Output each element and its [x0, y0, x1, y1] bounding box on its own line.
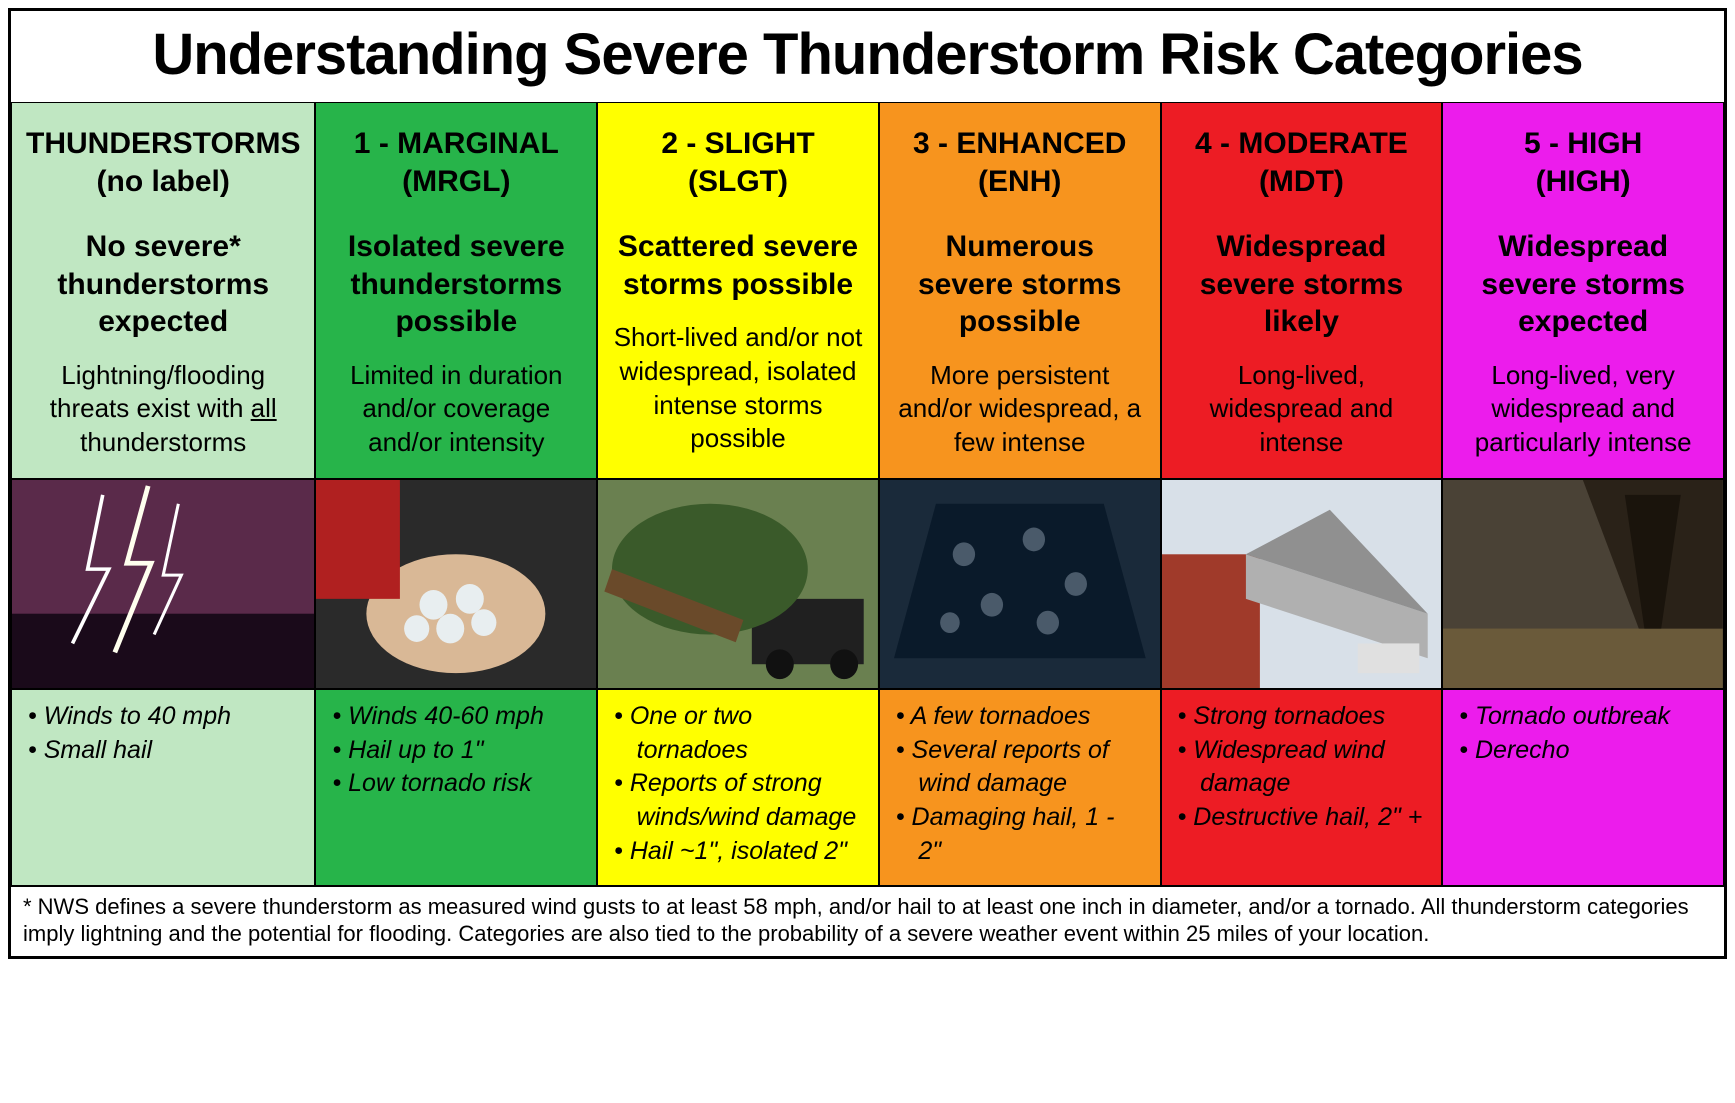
- lightning-icon: [12, 480, 314, 688]
- category-header: 5 - HIGH (HIGH): [1457, 113, 1709, 200]
- category-image-1: [315, 479, 597, 689]
- footnote: * NWS defines a severe thunderstorm as m…: [11, 886, 1724, 956]
- bullet-item: • Several reports of wind damage: [896, 734, 1144, 802]
- header-line1: 4 - MODERATE: [1195, 127, 1408, 160]
- bullet-item: • One or two tornadoes: [614, 700, 862, 768]
- header-line2: (MRGL): [330, 163, 582, 201]
- bullet-item: • Winds 40-60 mph: [332, 700, 580, 734]
- category-image-0: [11, 479, 315, 689]
- category-header: 1 - MARGINAL (MRGL): [330, 113, 582, 200]
- bullet-item: • Damaging hail, 1 - 2": [896, 801, 1144, 869]
- category-header: 4 - MODERATE (MDT): [1176, 113, 1428, 200]
- category-bullets-2: • One or two tornadoes• Reports of stron…: [597, 689, 879, 886]
- category-bullets-0: • Winds to 40 mph• Small hail: [11, 689, 315, 886]
- bullet-item: • Strong tornadoes: [1178, 700, 1426, 734]
- category-detail: More persistent and/or widespread, a few…: [894, 359, 1146, 468]
- header-line2: (SLGT): [612, 163, 864, 201]
- category-detail: Short-lived and/or not widespread, isola…: [612, 321, 864, 464]
- category-col-0-top: THUNDERSTORMS (no label) No severe* thun…: [11, 102, 315, 479]
- collapsed-roof-icon: [1162, 480, 1442, 688]
- bullet-item: • Winds to 40 mph: [28, 700, 298, 734]
- bullet-item: • A few tornadoes: [896, 700, 1144, 734]
- category-image-5: [1442, 479, 1724, 689]
- category-grid: THUNDERSTORMS (no label) No severe* thun…: [11, 102, 1724, 886]
- category-bullets-5: • Tornado outbreak• Derecho: [1442, 689, 1724, 886]
- header-line2: (no label): [26, 163, 300, 201]
- header-line1: 1 - MARGINAL: [354, 127, 559, 160]
- hail-hand-icon: [316, 480, 596, 688]
- category-image-3: [879, 479, 1161, 689]
- category-col-2-top: 2 - SLIGHT (SLGT) Scattered severe storm…: [597, 102, 879, 479]
- category-summary: Widespread severe storms expected: [1457, 228, 1709, 341]
- header-line2: (ENH): [894, 163, 1146, 201]
- windshield-hail-icon: [880, 480, 1160, 688]
- bullet-item: • Small hail: [28, 734, 298, 768]
- category-bullets-3: • A few tornadoes• Several reports of wi…: [879, 689, 1161, 886]
- category-col-4-top: 4 - MODERATE (MDT) Widespread severe sto…: [1161, 102, 1443, 479]
- header-line1: 2 - SLIGHT: [661, 127, 814, 160]
- bullet-item: • Hail ~1", isolated 2": [614, 835, 862, 869]
- bullet-item: • Hail up to 1": [332, 734, 580, 768]
- category-col-1-top: 1 - MARGINAL (MRGL) Isolated severe thun…: [315, 102, 597, 479]
- category-col-3-top: 3 - ENHANCED (ENH) Numerous severe storm…: [879, 102, 1161, 479]
- header-line1: 5 - HIGH: [1524, 127, 1642, 160]
- bullet-item: • Reports of strong winds/wind damage: [614, 767, 862, 835]
- header-line1: THUNDERSTORMS: [26, 127, 300, 160]
- bullet-item: • Low tornado risk: [332, 767, 580, 801]
- header-line2: (MDT): [1176, 163, 1428, 201]
- infographic-frame: Understanding Severe Thunderstorm Risk C…: [8, 8, 1727, 959]
- category-header: THUNDERSTORMS (no label): [26, 113, 300, 200]
- tornado-icon: [1443, 480, 1723, 688]
- bullet-item: • Destructive hail, 2" +: [1178, 801, 1426, 835]
- category-summary: Widespread severe storms likely: [1176, 228, 1428, 341]
- category-summary: Scattered severe storms possible: [612, 228, 864, 303]
- category-image-2: [597, 479, 879, 689]
- bullet-item: • Derecho: [1459, 734, 1707, 768]
- fallen-tree-icon: [598, 480, 878, 688]
- header-line2: (HIGH): [1457, 163, 1709, 201]
- category-image-4: [1161, 479, 1443, 689]
- category-bullets-4: • Strong tornadoes• Widespread wind dama…: [1161, 689, 1443, 886]
- bullet-item: • Tornado outbreak: [1459, 700, 1707, 734]
- category-summary: Isolated severe thunderstorms possible: [330, 228, 582, 341]
- category-bullets-1: • Winds 40-60 mph• Hail up to 1"• Low to…: [315, 689, 597, 886]
- category-detail: Long-lived, widespread and intense: [1176, 359, 1428, 468]
- category-summary: Numerous severe storms possible: [894, 228, 1146, 341]
- category-col-5-top: 5 - HIGH (HIGH) Widespread severe storms…: [1442, 102, 1724, 479]
- page-title: Understanding Severe Thunderstorm Risk C…: [11, 11, 1724, 102]
- bullet-item: • Widespread wind damage: [1178, 734, 1426, 802]
- category-header: 2 - SLIGHT (SLGT): [612, 113, 864, 200]
- header-line1: 3 - ENHANCED: [913, 127, 1126, 160]
- category-summary: No severe* thunderstorms expected: [26, 228, 300, 341]
- category-detail: Long-lived, very widespread and particul…: [1457, 359, 1709, 468]
- category-detail: Limited in duration and/or coverage and/…: [330, 359, 582, 468]
- category-detail: Lightning/flooding threats exist with al…: [26, 359, 300, 468]
- category-header: 3 - ENHANCED (ENH): [894, 113, 1146, 200]
